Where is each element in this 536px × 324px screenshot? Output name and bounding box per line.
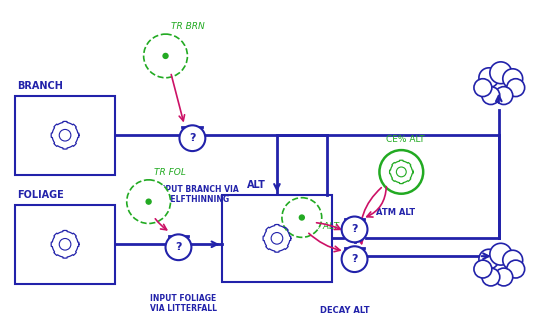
Circle shape [341,216,368,242]
Text: ?: ? [175,242,182,252]
Polygon shape [182,135,203,141]
Text: TR BRN: TR BRN [170,22,204,31]
Text: ?: ? [189,133,196,143]
Circle shape [474,260,492,278]
Text: TR FOL: TR FOL [154,168,185,177]
Circle shape [479,68,499,88]
Circle shape [144,34,188,78]
Circle shape [495,87,513,105]
Circle shape [299,215,304,220]
Circle shape [482,268,500,286]
Text: ?: ? [351,225,358,235]
Text: CE% ALT: CE% ALT [386,135,425,144]
Text: INPUT BRANCH VIA
SELFTHINNING: INPUT BRANCH VIA SELFTHINNING [156,185,239,204]
Circle shape [126,180,170,224]
Text: DECAY ALT: DECAY ALT [320,306,369,315]
Circle shape [163,53,168,58]
Text: ATM ALT: ATM ALT [376,208,415,216]
Polygon shape [345,226,364,232]
Circle shape [495,268,513,286]
Circle shape [507,79,525,97]
Circle shape [282,198,322,237]
Circle shape [507,260,525,278]
Circle shape [482,87,500,105]
Text: DR ALT: DR ALT [307,223,339,231]
Circle shape [490,62,512,84]
Text: ?: ? [351,254,358,264]
Circle shape [503,69,523,89]
Text: FOLIAGE: FOLIAGE [17,190,64,200]
Polygon shape [182,129,203,135]
Polygon shape [345,256,364,262]
Polygon shape [168,238,189,244]
Circle shape [341,246,368,272]
Circle shape [379,150,423,194]
Circle shape [490,243,512,265]
Text: ALT: ALT [247,180,266,190]
Bar [222,195,332,282]
Bar [16,205,115,284]
Circle shape [479,249,499,269]
Circle shape [474,79,492,97]
Text: BRANCH: BRANCH [17,81,63,91]
Bar [16,96,115,175]
Polygon shape [345,221,364,226]
Polygon shape [168,244,189,250]
Circle shape [503,250,523,270]
Text: INPUT FOLIAGE
VIA LITTERFALL: INPUT FOLIAGE VIA LITTERFALL [150,294,217,313]
Circle shape [166,234,191,260]
Circle shape [180,125,205,151]
Polygon shape [345,250,364,256]
Circle shape [146,199,151,204]
